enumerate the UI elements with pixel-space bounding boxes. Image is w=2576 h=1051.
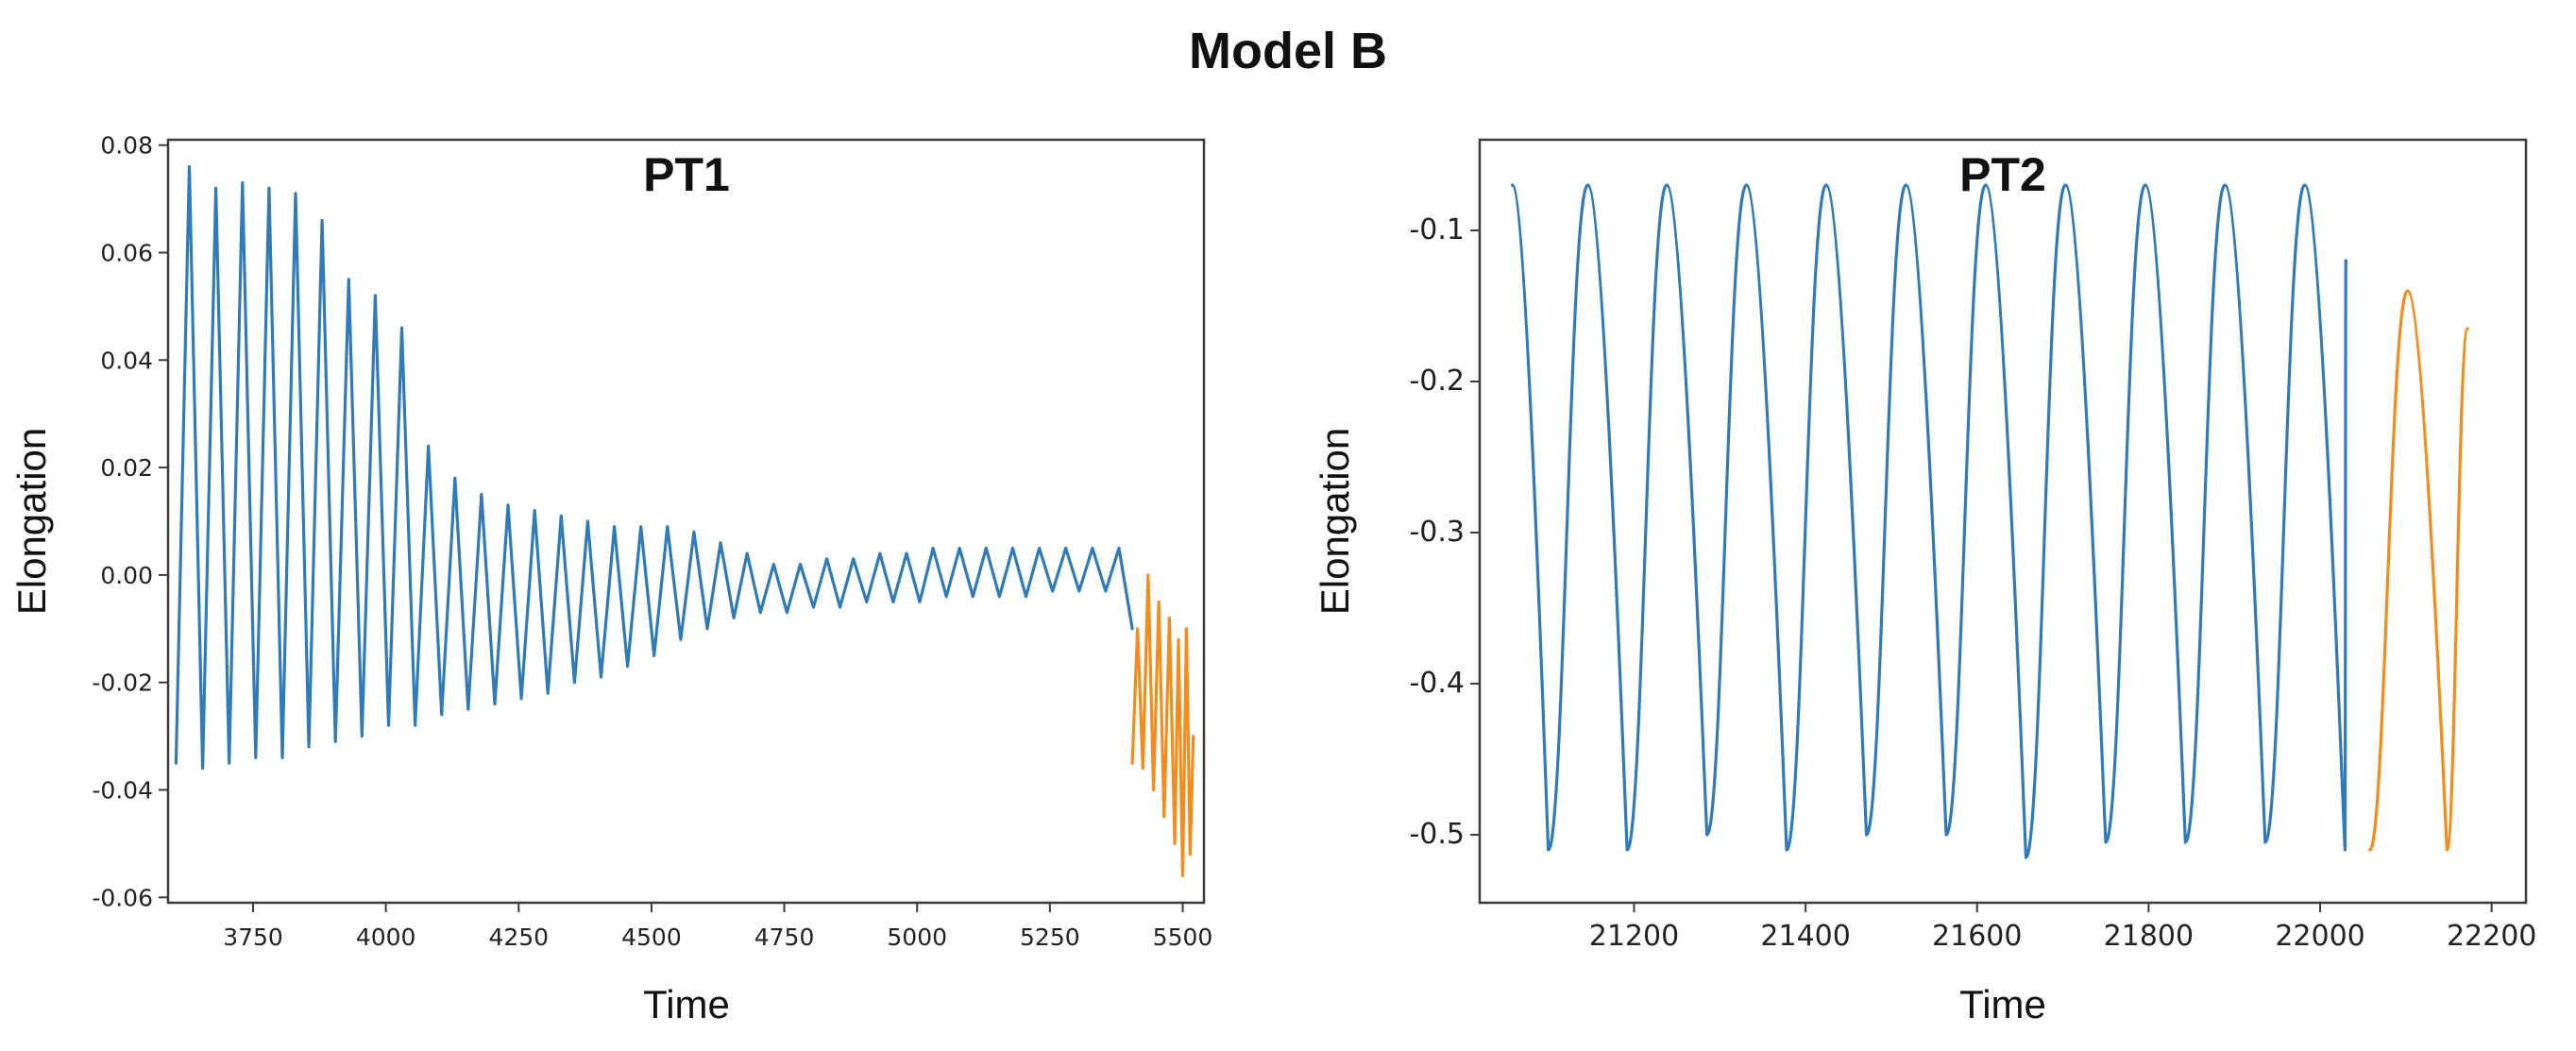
pt1-ticks: 3750 4000 4250 4500 4750 5000 5250 5500 -0.06 -0.… — [92, 132, 1212, 951]
pt1-y-tick-label: 0.08 — [100, 132, 153, 160]
pt1-series-group — [174, 164, 1195, 878]
pt2-x-tick-label: 21800 — [2104, 920, 2194, 953]
pt1-y-tick-label: 0.00 — [100, 562, 153, 589]
pt1-x-axis-label: Time — [643, 982, 730, 1026]
pt2-x-tick-label: 22000 — [2275, 920, 2364, 953]
pt1-y-tick-label: 0.06 — [100, 239, 153, 266]
pt2-series-line-1 — [1510, 183, 2347, 859]
pt2-x-axis-label: Time — [1959, 982, 2046, 1026]
pt2-y-tick-label: -0.2 — [1409, 364, 1465, 398]
pt2-y-tick-label: -0.1 — [1409, 213, 1465, 246]
pt1-title: PT1 — [643, 148, 730, 201]
pt2-y-tick-label: -0.3 — [1409, 516, 1465, 549]
plot-pt2: 21200 21400 21600 21800 22000 22200 -0.5 -0.4 -0… — [1313, 138, 2536, 1026]
pt1-y-tick-label: -0.04 — [92, 777, 153, 805]
pt2-x-tick-label: 22200 — [2447, 920, 2536, 953]
pt1-x-tick-label: 5250 — [1020, 924, 1080, 951]
pt1-x-tick-label: 4250 — [488, 924, 549, 951]
plot-pt1: 3750 4000 4250 4500 4750 5000 5250 5500 -0.06 -0.… — [9, 132, 1212, 1026]
pt2-y-tick-label: -0.5 — [1409, 818, 1465, 851]
pt2-series-line-2 — [2368, 289, 2469, 852]
pt2-x-tick-label: 21600 — [1932, 920, 2022, 953]
pt1-x-tick-label: 5000 — [887, 924, 947, 951]
pt1-x-tick-label: 3750 — [223, 924, 283, 951]
pt1-series-line-1 — [174, 164, 1134, 771]
pt2-x-tick-label: 21400 — [1760, 920, 1850, 953]
pt1-y-tick-label: 0.02 — [100, 454, 153, 482]
pt1-plot-frame — [166, 138, 1206, 905]
pt2-title: PT2 — [1959, 148, 2046, 201]
pt1-x-tick-label: 4000 — [356, 924, 416, 951]
figure-title: Model B — [1189, 23, 1387, 79]
pt1-x-tick-label: 4500 — [621, 924, 682, 951]
pt2-y-axis-label: Elongation — [1313, 428, 1357, 616]
pt2-y-tick-label: -0.4 — [1409, 667, 1465, 700]
pt1-y-tick-label: -0.02 — [92, 670, 153, 697]
pt2-series-group — [1510, 183, 2469, 859]
pt1-x-tick-label: 5500 — [1153, 924, 1213, 951]
pt1-x-tick-label: 4750 — [754, 924, 815, 951]
pt1-y-tick-label: -0.06 — [92, 884, 153, 911]
pt1-y-axis-label: Elongation — [9, 428, 54, 616]
pt2-ticks: 21200 21400 21600 21800 22000 22200 -0.5 -0.4 -0… — [1409, 213, 2536, 953]
pt2-plot-frame — [1478, 138, 2528, 905]
pt1-series-line-2 — [1130, 573, 1195, 878]
pt2-x-tick-label: 21200 — [1589, 920, 1679, 953]
pt1-y-tick-label: 0.04 — [100, 347, 153, 374]
